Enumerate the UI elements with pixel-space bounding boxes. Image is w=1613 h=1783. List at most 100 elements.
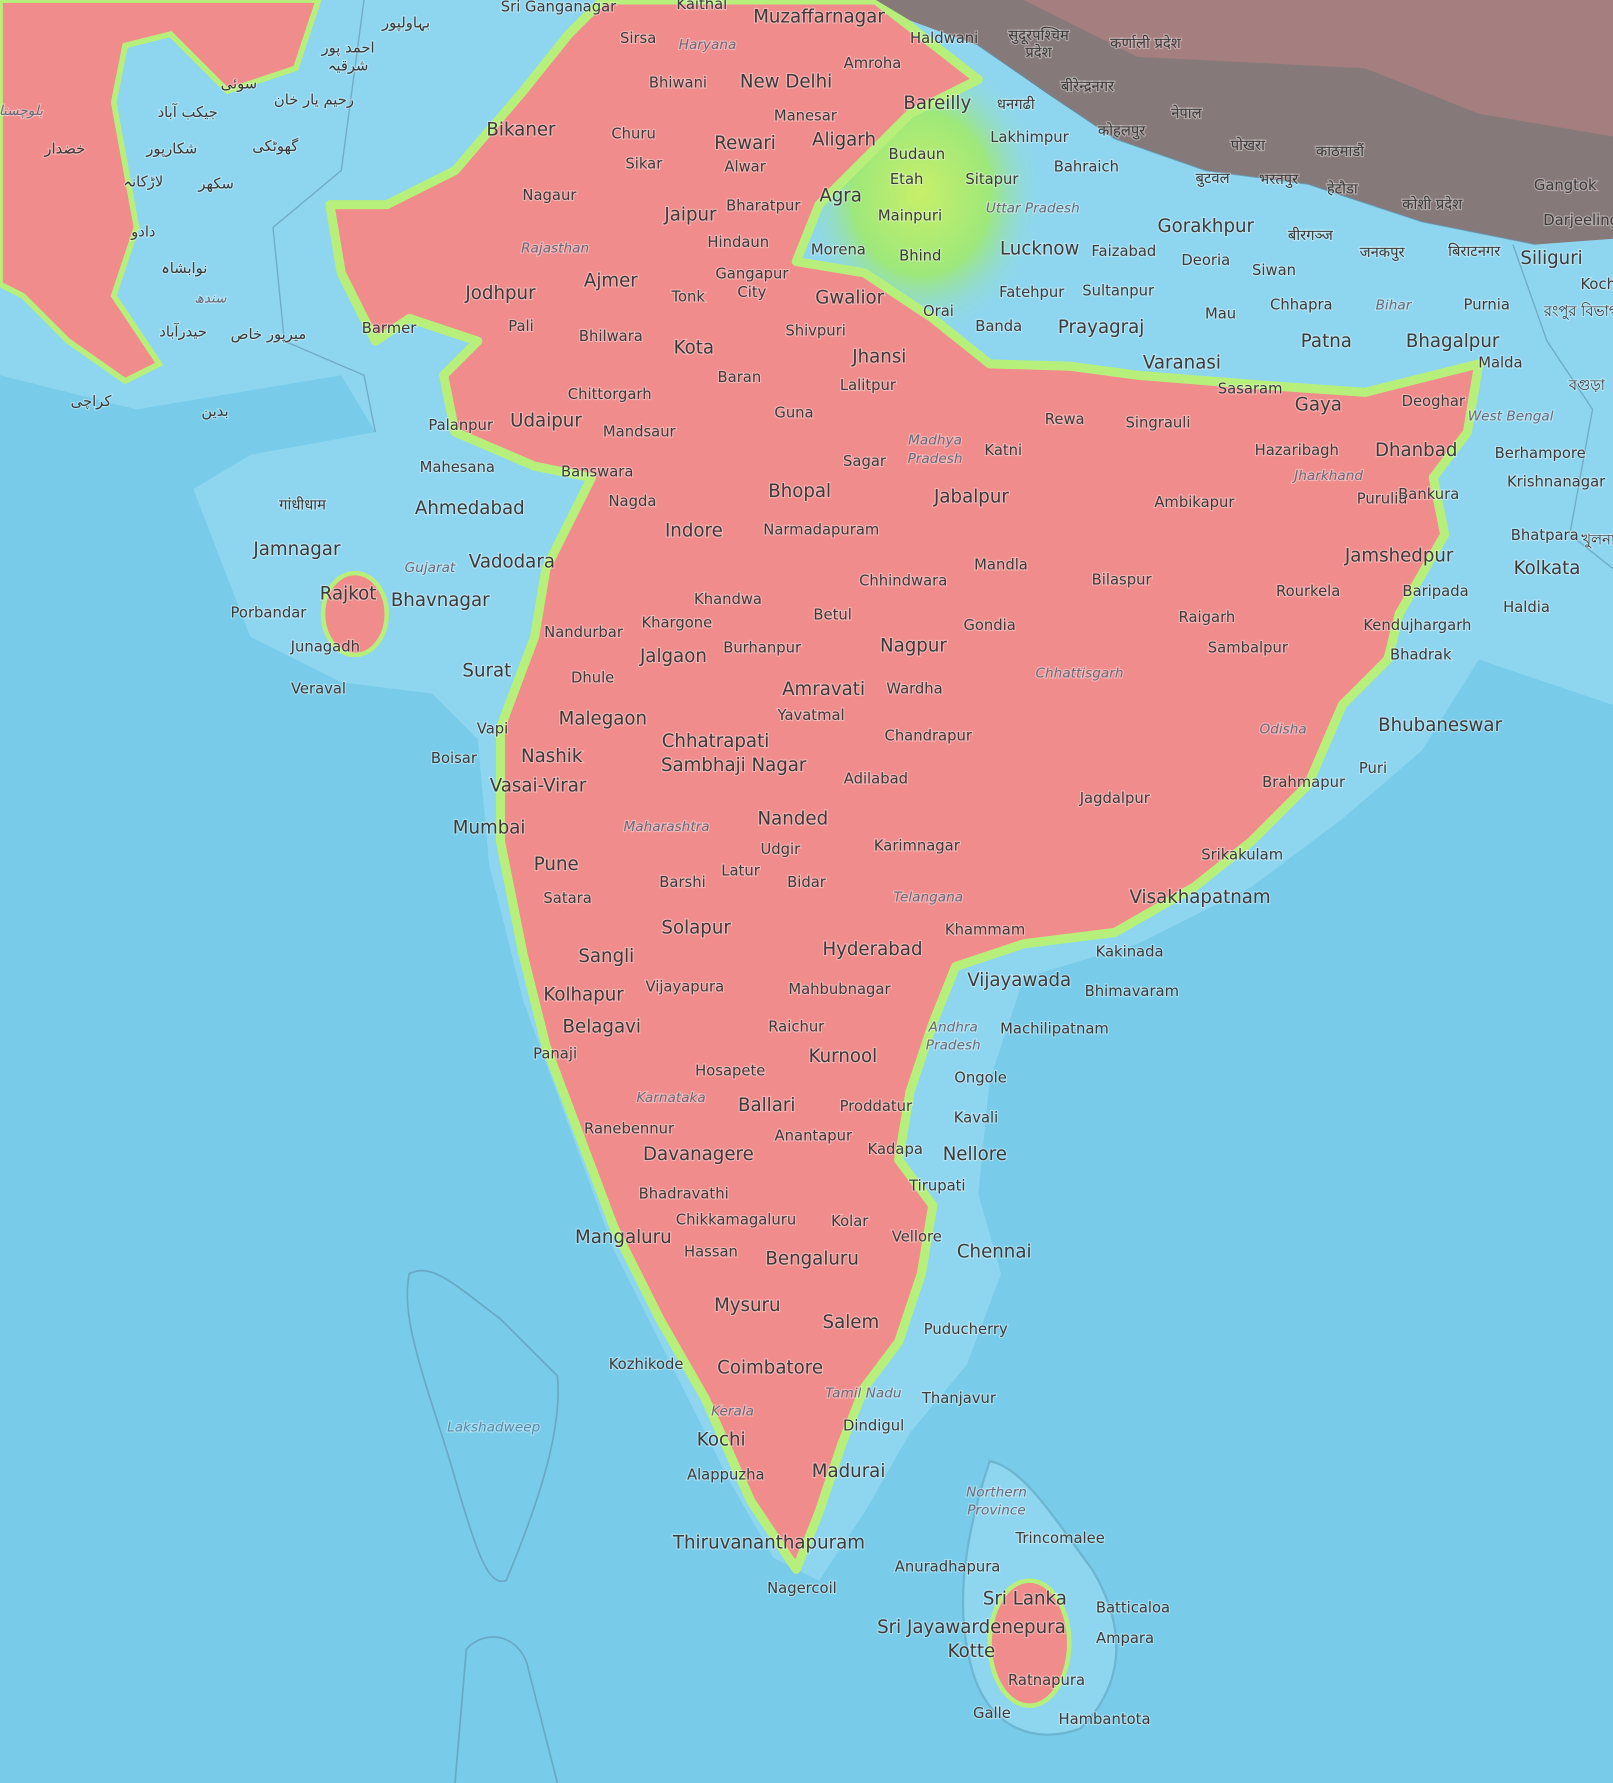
highland-sri-lanka (987, 1578, 1072, 1708)
city-label: Aligarh (812, 130, 876, 151)
city-label: Rewa (1045, 411, 1085, 428)
city-label: بہاولپور (381, 14, 430, 31)
region-label: Bihar (1376, 297, 1413, 313)
city-label: Solapur (661, 918, 731, 939)
city-label: कोहलपुर (1098, 121, 1146, 139)
city-label: Ahmedabad (415, 498, 525, 519)
city-label: Latur (721, 863, 760, 880)
city-label: Nagda (609, 493, 657, 510)
city-label: Dindigul (843, 1417, 904, 1434)
city-label: Barmer (362, 320, 417, 337)
city-label: Ampara (1096, 1630, 1154, 1647)
city-label: Nagercoil (767, 1580, 837, 1597)
city-label: نوابشاہ (161, 260, 207, 277)
city-label: খুলনা (1581, 532, 1613, 549)
city-label: Betul (813, 607, 851, 624)
city-label: Lakhimpur (990, 129, 1069, 146)
city-label: Banswara (561, 463, 633, 480)
city-label: Faizabad (1091, 243, 1156, 260)
city-label: Mahesana (420, 459, 495, 476)
city-label: Alappuzha (687, 1466, 765, 1483)
city-label: Agra (819, 185, 862, 206)
city-label: Chittorgarh (568, 386, 652, 403)
city-label: Patna (1301, 331, 1352, 352)
city-label: Mau (1205, 305, 1236, 322)
city-label: Bhadrak (1390, 647, 1452, 664)
city-label: New Delhi (740, 72, 832, 93)
city-label: Hosapete (695, 1063, 765, 1080)
region-label: Madhya (908, 433, 962, 449)
city-label: Puducherry (924, 1321, 1008, 1338)
city-label: Pune (534, 854, 579, 875)
city-label: Guna (774, 404, 813, 421)
city-label: Rajkot (320, 583, 377, 604)
city-label: Bhubaneswar (1378, 715, 1502, 736)
city-label: Brahmapur (1262, 774, 1346, 791)
city-label: Bikaner (486, 119, 556, 140)
city-label: Varanasi (1143, 352, 1221, 373)
city-label: Jamshedpur (1344, 546, 1454, 567)
region-label: Lakshadweep (447, 1420, 540, 1436)
city-label: Siliguri (1520, 248, 1582, 269)
city-label: Kolhapur (543, 985, 624, 1006)
city-label: Kavali (954, 1109, 998, 1126)
region-label: Andhra (928, 1019, 978, 1035)
city-label: Kaithal (676, 0, 727, 13)
city-label: Malda (1478, 354, 1522, 371)
city-label: Vadodara (469, 551, 555, 572)
city-label: Koch (1580, 276, 1613, 293)
city-label: Machilipatnam (1000, 1021, 1109, 1038)
city-label: Amravati (782, 679, 865, 700)
city-label: Udgir (760, 841, 801, 858)
city-label: Khargone (641, 615, 712, 632)
city-label: Thanjavur (921, 1390, 997, 1407)
city-label: Wardha (886, 681, 942, 698)
region-label: Jharkhand (1291, 468, 1363, 484)
city-label: بدین (201, 403, 228, 420)
lakshadweep-boundary (406, 1269, 559, 1583)
city-label: Nanded (758, 808, 829, 829)
city-label: Mandsaur (603, 424, 677, 441)
highland-saurashtra (320, 570, 390, 658)
city-label: বগুড়া (1568, 377, 1606, 394)
city-label: Sagar (843, 453, 887, 470)
city-label: Bhiwani (649, 75, 707, 92)
city-label: Narmadapuram (763, 521, 879, 538)
city-label: Purulia (1357, 491, 1408, 508)
region-label: Odisha (1259, 721, 1306, 737)
city-label: Bhind (899, 247, 941, 264)
city-label: हेटौडा (1327, 179, 1359, 197)
city-label: Etah (890, 171, 924, 188)
city-label: Puri (1359, 760, 1387, 777)
city-label: Anantapur (775, 1128, 853, 1145)
region-label: Tamil Nadu (825, 1386, 902, 1402)
city-label: Hindaun (707, 234, 769, 251)
region-label: سندھ (194, 290, 227, 306)
city-label: Davanagere (643, 1144, 754, 1165)
city-label: Trincomalee (1015, 1530, 1105, 1547)
city-label: Budaun (889, 146, 946, 163)
city-label: Mysuru (714, 1295, 780, 1316)
city-label: बीरगञ्ज (1288, 226, 1334, 244)
city-label: Galle (973, 1705, 1011, 1722)
city-label: Mangaluru (575, 1227, 672, 1248)
city-label: Orai (923, 303, 954, 320)
city-label: Kota (674, 338, 714, 359)
city-label: Amroha (844, 55, 902, 72)
city-label: Coimbatore (717, 1358, 823, 1379)
city-label: Sambalpur (1208, 640, 1289, 657)
region-label: Uttar Pradesh (986, 201, 1080, 217)
city-label: Mainpuri (878, 208, 942, 225)
city-label: Yavatmal (776, 707, 844, 724)
city-label: রংপুর বিভাগ (1543, 302, 1613, 320)
city-label: Hassan (684, 1244, 738, 1261)
city-label: Chhindwara (859, 573, 947, 590)
city-label: Bankura (1398, 486, 1459, 503)
city-label: Hazaribagh (1255, 442, 1339, 459)
city-label: Bilaspur (1092, 571, 1153, 588)
borders (272, 0, 1613, 570)
city-label: Visakhapatnam (1129, 887, 1270, 908)
city-label: Mahbubnagar (788, 981, 891, 998)
